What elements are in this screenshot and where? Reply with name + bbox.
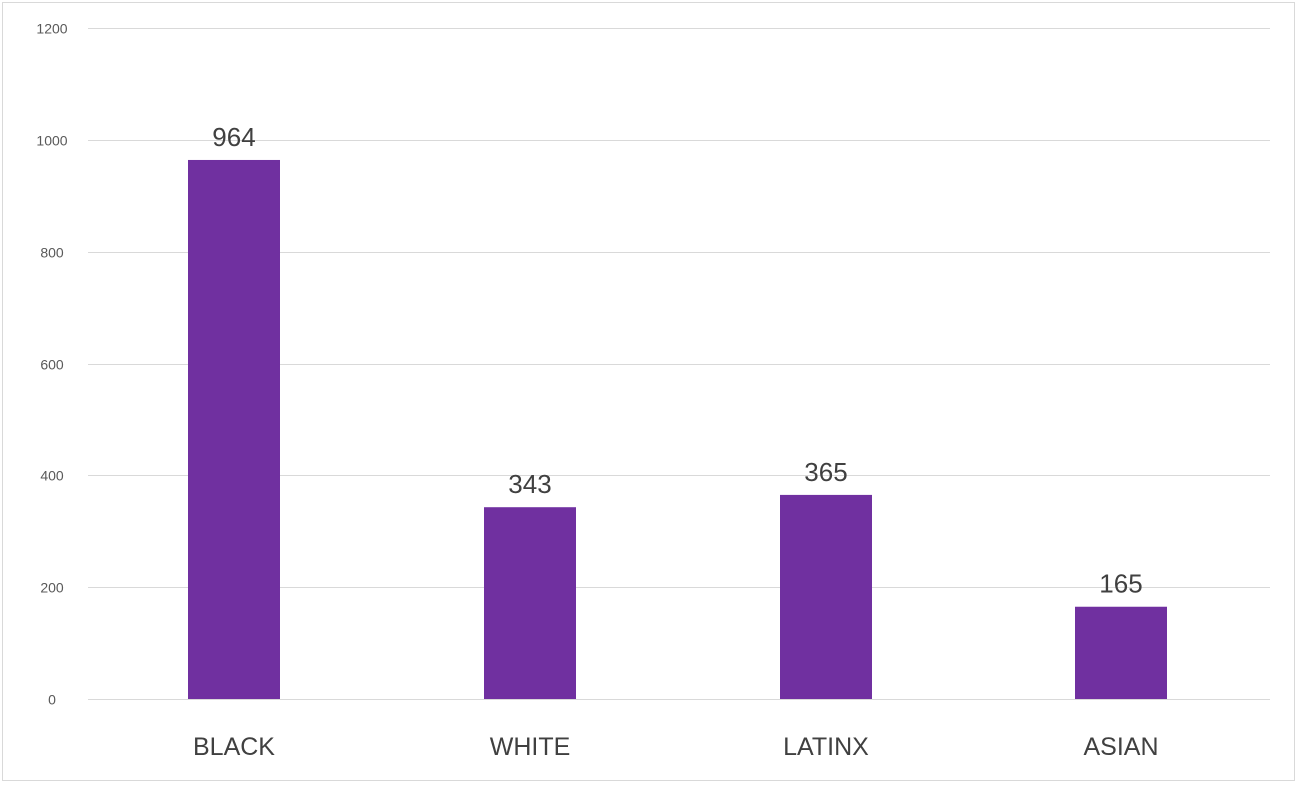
bars bbox=[188, 159, 1167, 700]
y-tick-label: 1200 bbox=[36, 21, 67, 37]
data-label: 165 bbox=[1099, 569, 1142, 599]
category-label: BLACK bbox=[193, 733, 275, 761]
data-label: 365 bbox=[804, 457, 847, 487]
x-axis-category-labels: BLACK WHITE LATINX ASIAN bbox=[193, 733, 1159, 761]
bar-asian bbox=[1075, 606, 1167, 699]
y-tick-label: 200 bbox=[40, 580, 64, 596]
y-tick-label: 1000 bbox=[36, 133, 67, 149]
category-label: WHITE bbox=[490, 733, 571, 761]
y-axis-tick-labels: 0 200 400 600 800 1000 1200 bbox=[36, 21, 67, 708]
gridlines bbox=[88, 28, 1270, 700]
category-label: ASIAN bbox=[1083, 733, 1158, 761]
bar-white bbox=[484, 507, 576, 699]
y-tick-label: 0 bbox=[48, 692, 56, 708]
bar-black bbox=[188, 159, 280, 700]
bar-latinx bbox=[780, 494, 872, 699]
y-tick-label: 600 bbox=[40, 357, 64, 373]
data-labels: 964 343 365 165 bbox=[212, 122, 1142, 599]
y-tick-label: 800 bbox=[40, 245, 64, 261]
y-tick-label: 400 bbox=[40, 468, 64, 484]
data-label: 964 bbox=[212, 122, 255, 152]
data-label: 343 bbox=[508, 469, 551, 499]
category-label: LATINX bbox=[783, 733, 869, 761]
